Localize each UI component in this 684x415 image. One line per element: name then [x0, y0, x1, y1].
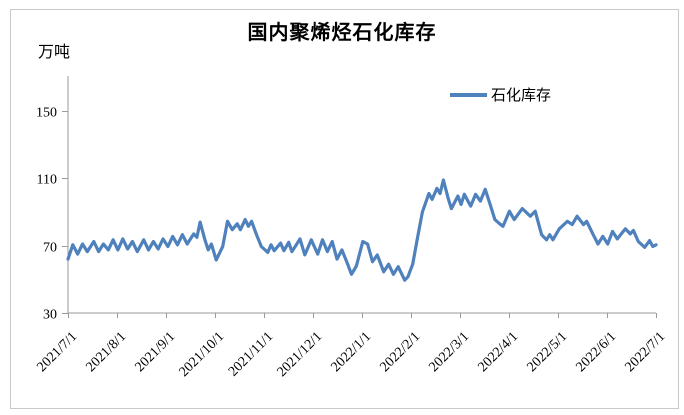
y-tick-label: 70	[43, 241, 57, 256]
x-tick-label: 2021/10/1	[177, 329, 228, 380]
series-line-石化库存	[66, 178, 658, 282]
x-tick-label: 2021/8/1	[84, 329, 130, 375]
legend-series-label: 石化库存	[491, 88, 552, 104]
x-tick-label: 2022/6/1	[574, 329, 620, 375]
x-tick-label: 2022/2/1	[378, 329, 424, 375]
x-tick-label: 2022/1/1	[329, 329, 375, 375]
chart-title: 国内聚烯烃石化库存	[247, 22, 437, 44]
x-tick-label: 2021/11/1	[226, 329, 276, 379]
x-tick-label: 2021/7/1	[35, 329, 81, 375]
legend-line-marker-icon	[450, 92, 487, 97]
y-axis-unit-label: 万吨	[38, 44, 71, 61]
legend: 石化库存	[450, 84, 551, 105]
x-tick-label: 2021/9/1	[133, 329, 179, 375]
x-tick-label: 2022/3/1	[427, 329, 473, 375]
x-tick-label: 2022/4/1	[476, 329, 522, 375]
x-tick-label: 2022/7/1	[623, 329, 669, 375]
y-tick-label: 30	[43, 308, 57, 323]
y-tick-label: 150	[36, 106, 57, 121]
y-tick-label: 110	[37, 173, 57, 188]
x-tick-label: 2022/5/1	[525, 329, 571, 375]
chart-frame	[10, 9, 679, 409]
x-tick-label: 2021/12/1	[275, 329, 326, 380]
